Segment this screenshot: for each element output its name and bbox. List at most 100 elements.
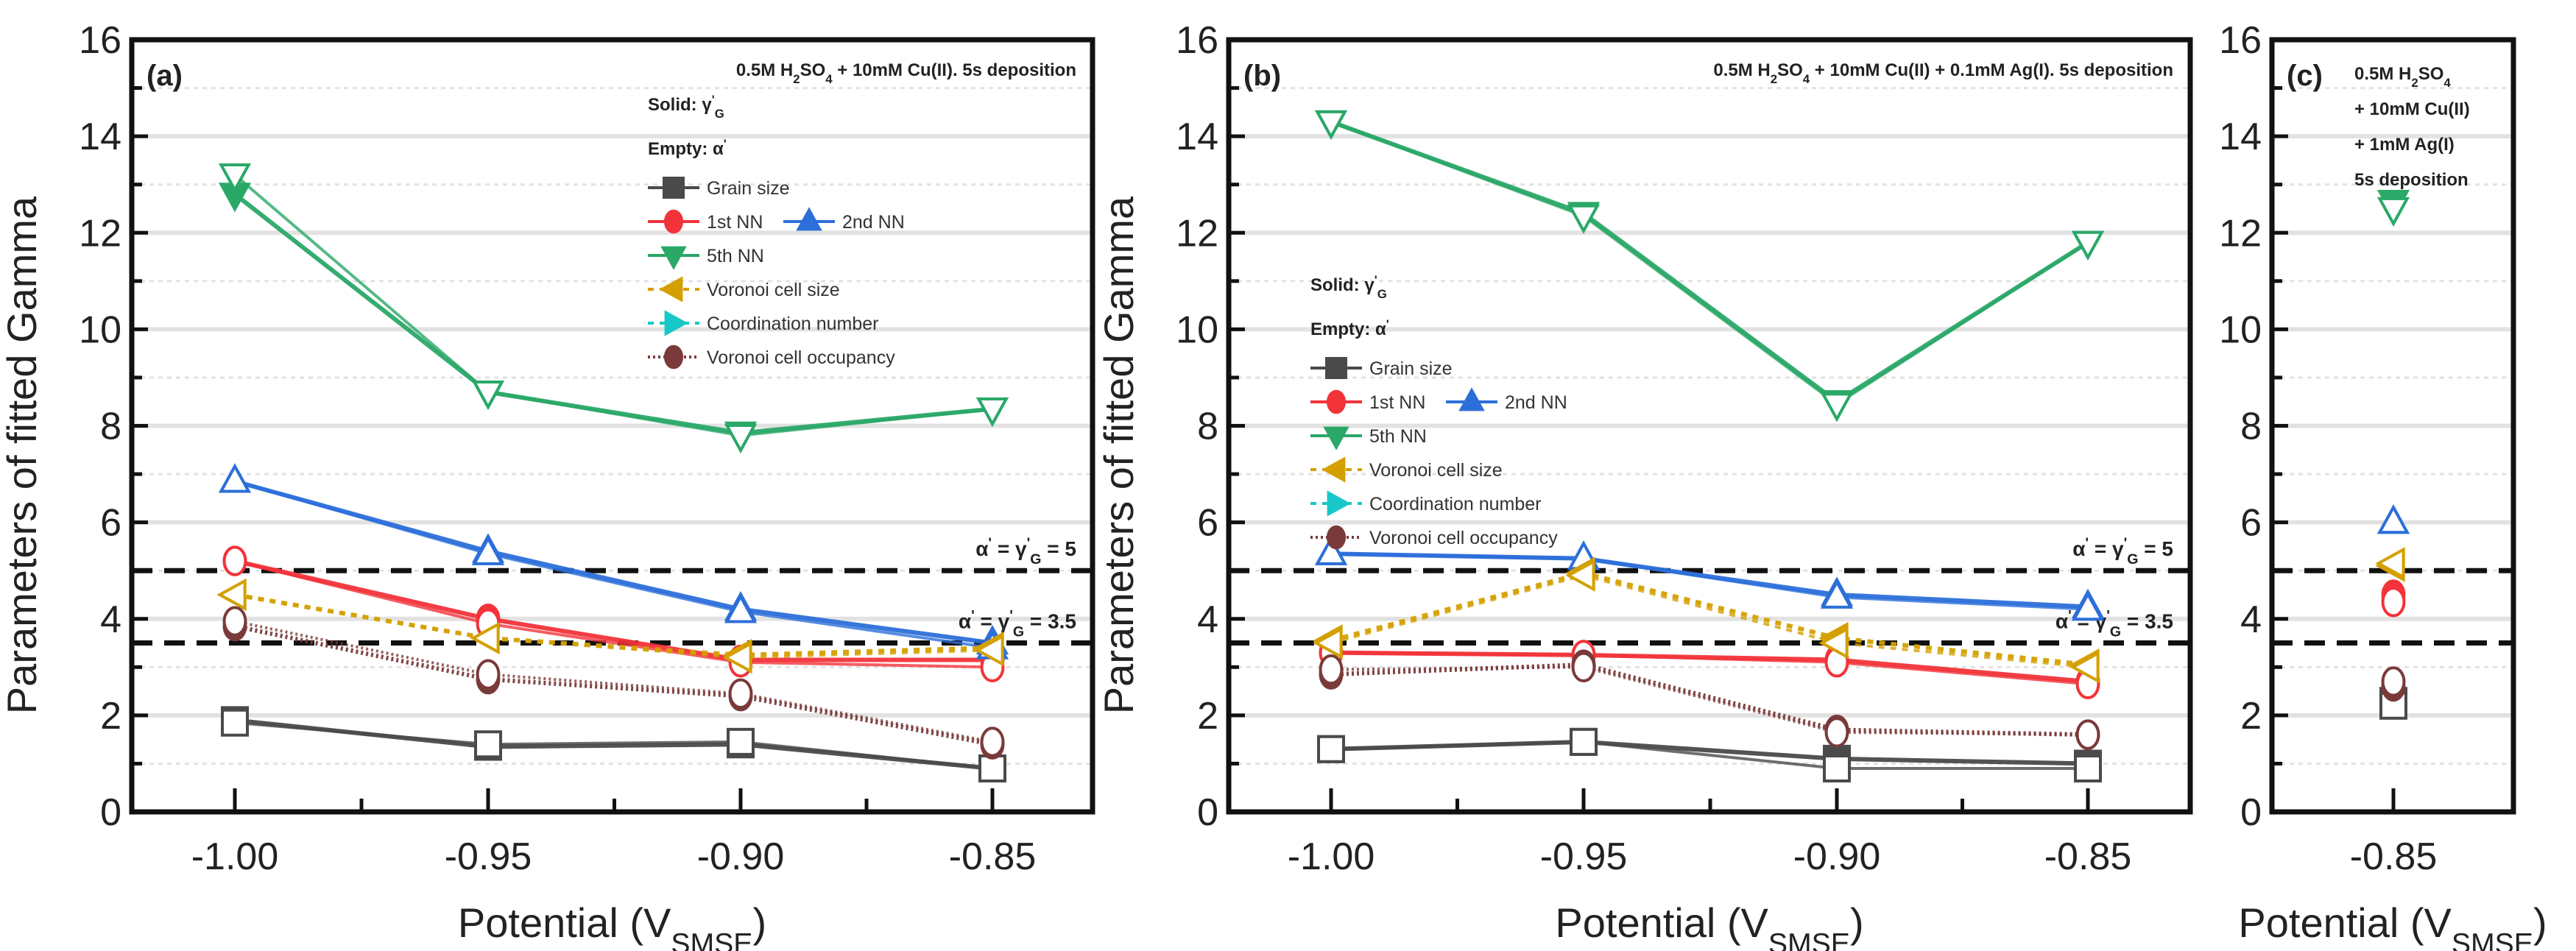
data-point [1823,754,1851,782]
condition-annotation: 0.5M H2SO4 + 10mM Cu(II). 5s deposition [736,60,1076,86]
series-line [234,721,993,770]
data-point [1313,626,1343,660]
data-point [1314,110,1348,141]
data-point [2071,230,2105,261]
legend-marker [1321,456,1346,483]
y-tick-label: 6 [100,502,121,545]
series-line [1330,573,2089,669]
data-point [2075,719,2100,750]
y-tick-label: 4 [1197,598,1218,641]
reference-line-label: α' = γ'G = 3.5 [959,608,1076,640]
y-tick-label: 12 [1176,212,1218,255]
condition-annotation: + 10mM Cu(II) [2354,99,2470,119]
series-line [1330,740,2088,770]
reference-line-label: α' = γ'G = 5 [975,535,1076,568]
data-point [218,463,252,493]
data-point [2074,754,2102,782]
legend-label: Voronoi cell size [1369,460,1503,481]
legend-label: Voronoi cell occupancy [707,347,895,368]
y-tick-label: 8 [100,406,121,448]
panel-label: (b) [1243,60,1281,92]
legend-marker [1325,357,1347,379]
legend-marker [796,207,822,231]
panel-a: α' = γ'G = 5 α' = γ'G = 3.5 0 2 4 6 8 10 12 14 16 -… [0,19,1095,951]
legend-header: Solid: γ'G [648,93,724,121]
x-tick-label: -1.00 [1288,835,1375,878]
data-point [2381,666,2406,697]
legend-label: Coordination number [707,314,878,334]
data-point [724,593,758,623]
y-tick-label: 10 [2219,308,2262,351]
legend-header: Empty: α' [648,137,727,160]
legend-label: 2nd NN [842,212,905,233]
y-tick-label: 2 [2240,695,2262,738]
legend-marker [1327,490,1351,517]
data-point [727,727,755,756]
x-tick-label: -0.95 [1540,835,1628,878]
y-tick-label: 0 [1197,791,1218,834]
series-line [1330,120,2089,406]
legend-marker [663,209,684,234]
y-tick-label: 2 [100,695,121,738]
legend-label: 5th NN [707,246,764,266]
x-tick-label: -0.85 [2044,835,2132,878]
y-tick-label: 8 [2240,406,2262,448]
legend-marker [660,246,687,270]
legend-marker [1326,525,1347,550]
y-tick-label: 14 [79,116,121,158]
data-point [980,726,1005,757]
data-point [975,397,1009,428]
legend-marker [663,344,684,370]
legend-marker [1323,426,1349,450]
legend-label: 5th NN [1369,426,1427,447]
data-point [471,381,505,411]
data-point [974,634,1004,667]
data-point [1820,392,1854,423]
x-tick-label: -0.95 [445,835,532,878]
legend-label: Grain size [1369,358,1453,379]
legend-label: Voronoi cell size [707,280,840,300]
y-tick-label: 4 [100,598,121,641]
data-point [470,621,500,655]
series-line [1330,665,2089,737]
y-tick-label: 0 [2240,791,2262,834]
y-tick-label: 2 [1197,695,1218,738]
y-tick-label: 8 [1197,406,1218,448]
x-axis-title: Potential (VSMSE) [2238,899,2547,951]
x-tick-label: -0.85 [949,835,1037,878]
series-line [1330,552,2089,611]
data-point [1820,579,1854,609]
data-point [1319,654,1344,685]
reference-line-label: α' = γ'G = 5 [2072,535,2173,568]
data-point [471,535,505,565]
series-line [1330,651,2089,686]
data-point [728,678,753,710]
condition-annotation: + 1mM Ag(I) [2354,135,2455,155]
x-axis-title: Potential (VSMSE) [1555,899,1863,951]
legend-marker [1326,389,1347,414]
panel-label: (a) [147,60,183,92]
y-tick-label: 14 [1176,116,1218,158]
data-point [1571,651,1596,683]
series-line [1330,551,2089,609]
series-line [234,593,993,657]
data-point [1317,735,1345,763]
legend-marker [659,276,683,303]
series-line [234,559,992,662]
legend-label: Coordination number [1369,494,1541,515]
x-axis-title: Potential (VSMSE) [458,899,766,951]
data-point [221,708,249,737]
data-point [1570,727,1598,756]
data-point [722,641,752,674]
data-point [1824,717,1849,748]
series-line [234,559,993,669]
y-axis-title: Parameters of fitted Gamma [1095,196,1142,714]
data-point [1818,626,1849,660]
y-tick-label: 6 [2240,502,2262,545]
x-tick-label: -0.90 [1793,835,1881,878]
y-tick-label: 14 [2219,116,2262,158]
condition-annotation: 5s deposition [2354,170,2469,190]
series-line [234,479,993,650]
y-tick-label: 10 [1176,308,1218,351]
